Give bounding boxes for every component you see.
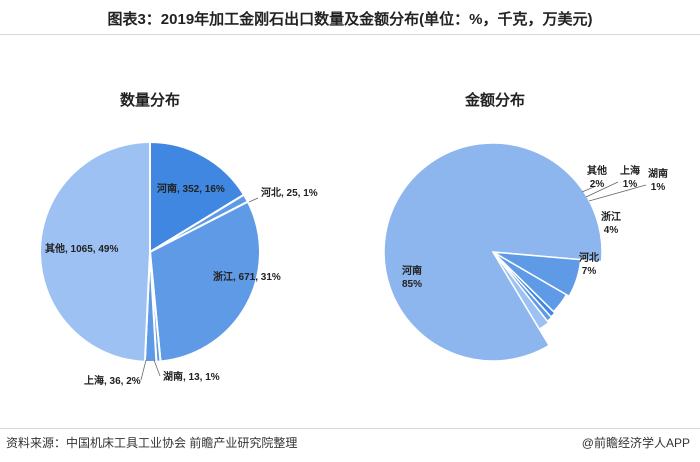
amount-label-name-3: 湖南 [648,167,668,180]
amount-slice-5 [492,251,550,331]
amount-label-name-5: 其他 [587,164,607,177]
quantity-leader-4 [140,359,147,381]
quantity-label-2: 浙江, 671, 31% [213,270,281,283]
amount-leader-4 [585,181,619,198]
figure-title: 图表3：2019年加工金刚石出口数量及金额分布(单位：%，千克，万美元) [107,11,593,28]
quantity-label-3: 湖南, 13, 1% [163,370,220,383]
quantity-label-4: 上海, 36, 2% [84,374,141,387]
quantity-leader-3 [153,359,161,377]
amount-label-name-0: 河南 [402,264,422,277]
quantity-slice-0 [149,140,246,254]
source-note: 资料来源：中国机床工具工业协会 前瞻产业研究院整理 [6,436,298,450]
amount-label-pct-0: 85% [402,279,422,290]
quantity-label-0: 河南, 352, 16% [157,182,225,195]
quantity-label-5: 其他, 1065, 49% [45,242,118,255]
amount-label-pct-3: 1% [651,182,666,193]
amount-label-pct-2: 4% [604,225,619,236]
quantity-slice-5 [39,140,151,363]
amount-leader-3 [588,184,647,202]
amount-label-name-1: 河北 [579,251,599,264]
amount-label-name-4: 上海 [620,164,640,177]
amount-slice-1 [492,251,582,298]
amount-label-pct-4: 1% [623,179,638,190]
amount-label-pct-1: 7% [582,266,597,277]
quantity-slice-2 [148,200,261,363]
chart-canvas: 数量分布 金额分布 河南, 352, 16% 河北, 25, 1% 浙江, 671,… [39,91,668,387]
amount-leader-5 [581,185,597,193]
amount-label-name-2: 浙江 [601,210,621,223]
quantity-pie: 河南, 352, 16% 河北, 25, 1% 浙江, 671, 31% 湖南, 13… [39,140,318,387]
quantity-label-1: 河北, 25, 1% [261,186,318,199]
title-divider [0,34,700,35]
amount-pie: 河南 85% 河北 7% 浙江 4% 湖南 1% 上海 1% 其他 2% [383,142,668,362]
quantity-leader-1 [248,197,259,203]
footer-divider [0,428,700,429]
amount-chart-title: 金额分布 [464,91,525,109]
amount-label-pct-5: 2% [590,179,605,190]
brand-mark: @前瞻经济学人APP [581,436,690,450]
quantity-chart-title: 数量分布 [120,91,180,109]
